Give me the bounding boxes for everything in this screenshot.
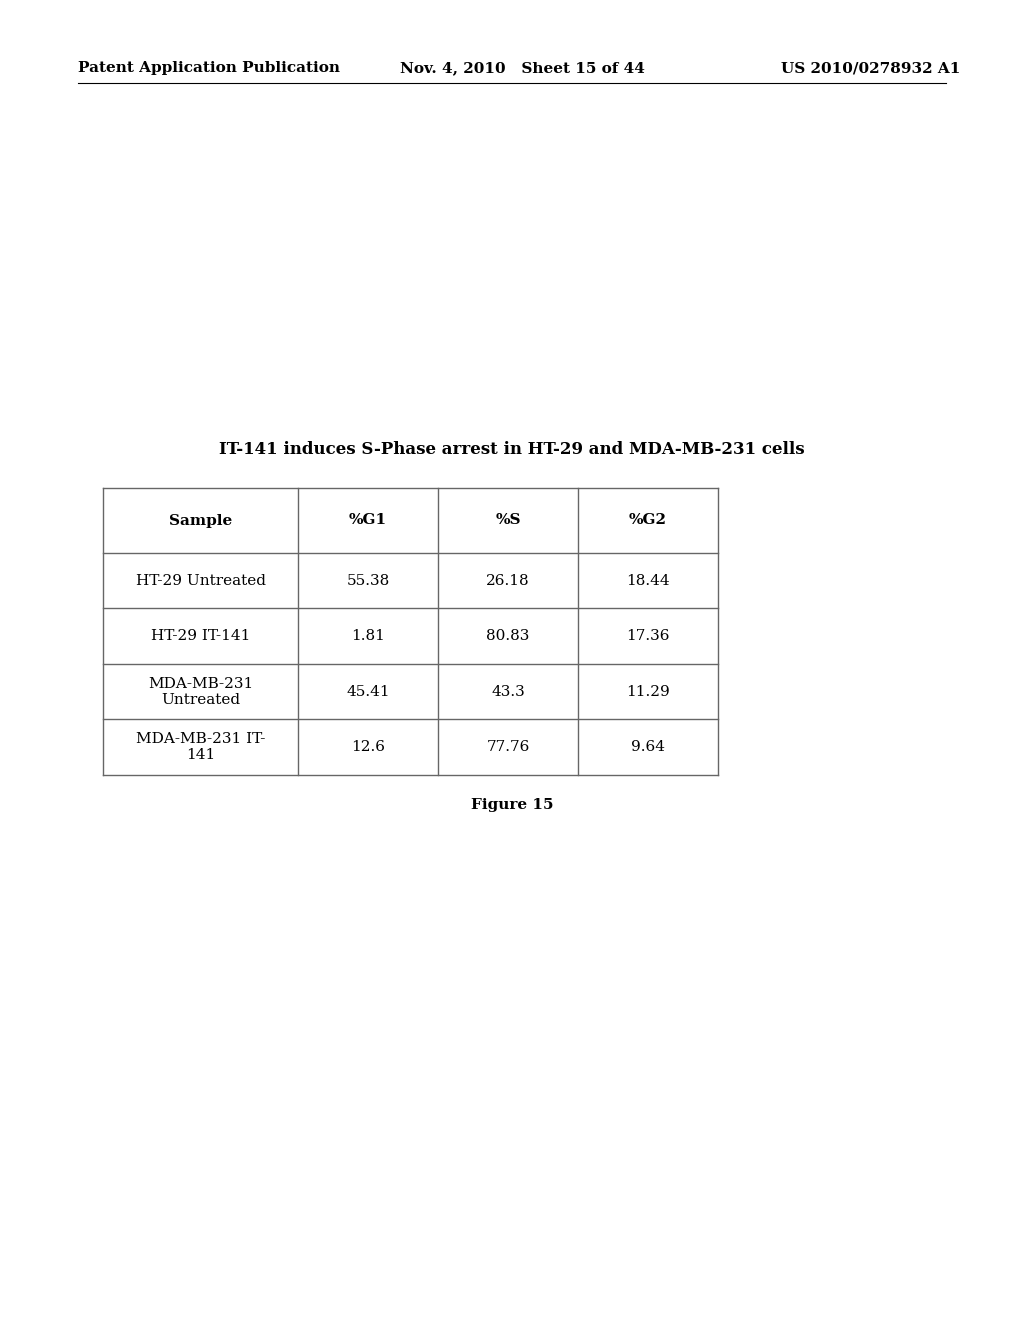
Text: 18.44: 18.44 xyxy=(627,574,670,587)
Text: Nov. 4, 2010   Sheet 15 of 44: Nov. 4, 2010 Sheet 15 of 44 xyxy=(400,61,645,75)
Text: US 2010/0278932 A1: US 2010/0278932 A1 xyxy=(780,61,961,75)
Text: IT-141 induces S-Phase arrest in HT-29 and MDA-MB-231 cells: IT-141 induces S-Phase arrest in HT-29 a… xyxy=(219,441,805,458)
Text: MDA-MB-231 IT-
141: MDA-MB-231 IT- 141 xyxy=(136,733,265,763)
Text: 45.41: 45.41 xyxy=(346,685,390,698)
Text: 9.64: 9.64 xyxy=(631,741,665,754)
Text: HT-29 Untreated: HT-29 Untreated xyxy=(135,574,265,587)
Text: 12.6: 12.6 xyxy=(351,741,385,754)
Text: %G1: %G1 xyxy=(349,513,387,528)
Text: %S: %S xyxy=(496,513,521,528)
Text: MDA-MB-231
Untreated: MDA-MB-231 Untreated xyxy=(147,677,253,706)
Text: Figure 15: Figure 15 xyxy=(471,799,553,812)
Text: 77.76: 77.76 xyxy=(486,741,529,754)
Text: Patent Application Publication: Patent Application Publication xyxy=(78,61,340,75)
Text: 1.81: 1.81 xyxy=(351,630,385,643)
Text: HT-29 IT-141: HT-29 IT-141 xyxy=(151,630,250,643)
Text: %G2: %G2 xyxy=(629,513,667,528)
Text: 43.3: 43.3 xyxy=(492,685,525,698)
Text: 55.38: 55.38 xyxy=(346,574,389,587)
Text: Sample: Sample xyxy=(169,513,232,528)
Text: 80.83: 80.83 xyxy=(486,630,529,643)
Text: 17.36: 17.36 xyxy=(627,630,670,643)
Text: 11.29: 11.29 xyxy=(626,685,670,698)
Text: 26.18: 26.18 xyxy=(486,574,529,587)
